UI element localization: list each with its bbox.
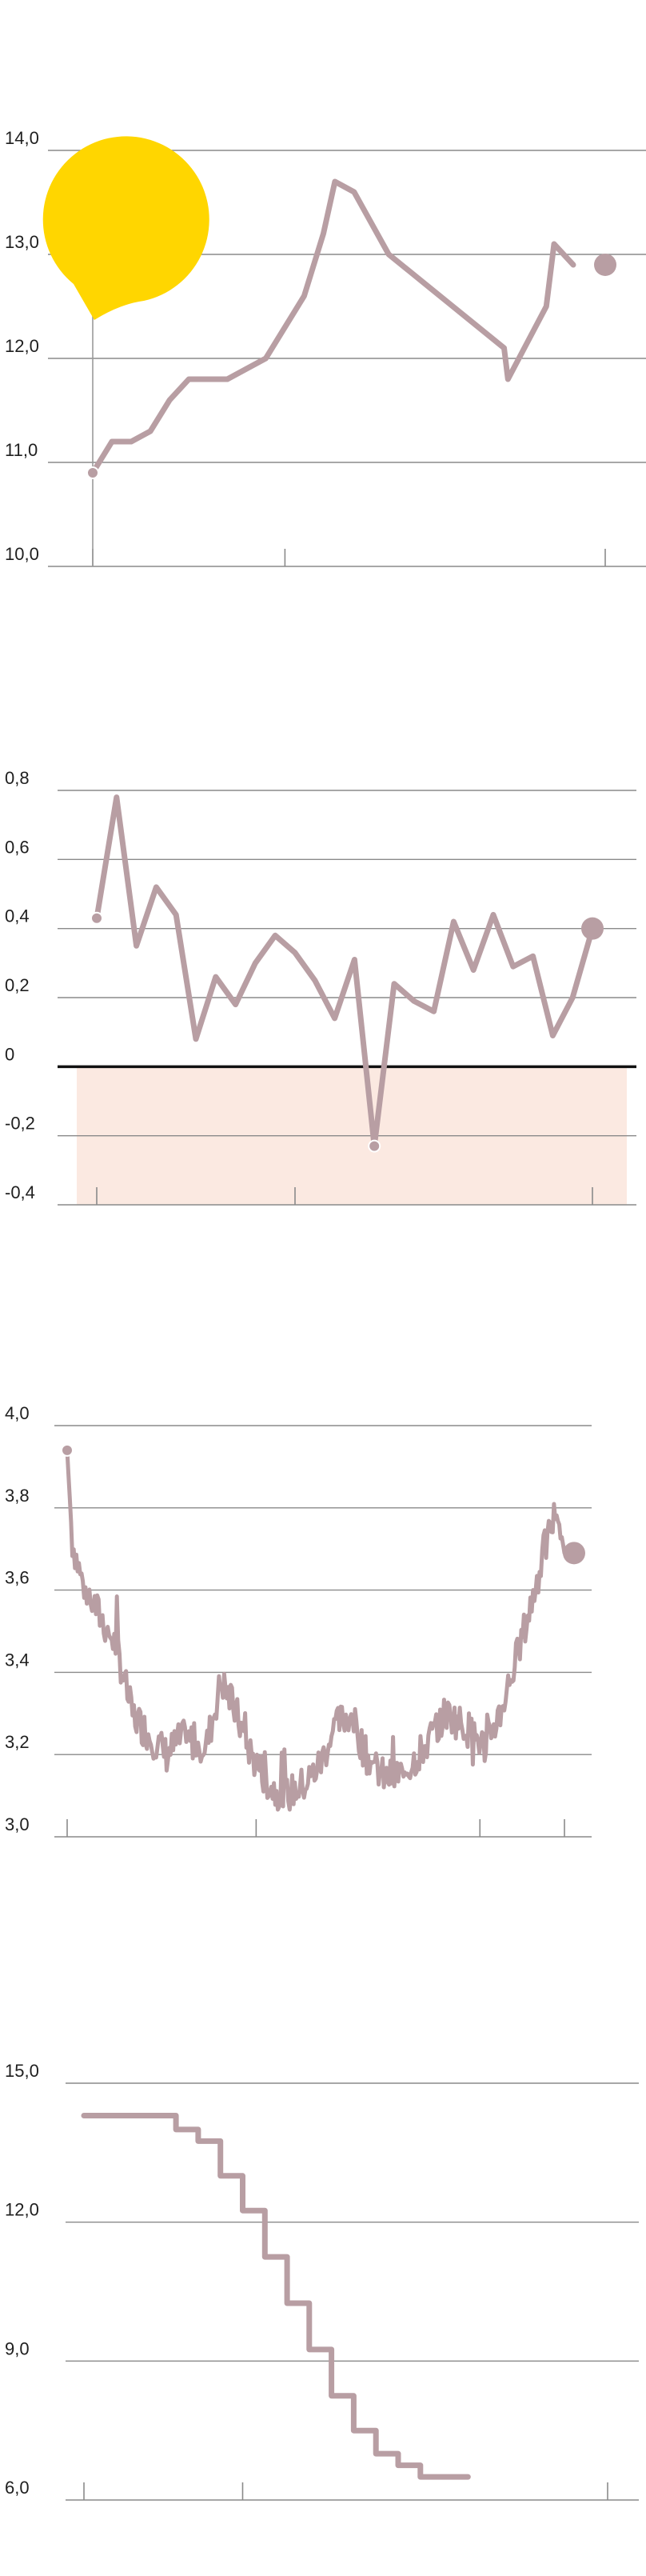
y-tick-label: 0,6	[5, 837, 30, 857]
y-tick-label: 14,0	[5, 128, 39, 148]
y-tick-label: 15,0	[5, 2061, 39, 2081]
y-tick-label: 3,2	[5, 1732, 30, 1752]
min-point	[368, 1139, 381, 1153]
y-tick-label: 11,0	[5, 440, 38, 460]
y-tick-label: 3,8	[5, 1486, 30, 1506]
y-tick-label: 3,0	[5, 1814, 30, 1834]
y-tick-label: 0,2	[5, 975, 30, 995]
end-point	[581, 917, 604, 940]
chart-4: 6,0 9,0 12,0 15,0	[5, 2061, 639, 2501]
series-line	[94, 794, 596, 1150]
y-tick-label: 12,0	[5, 2200, 39, 2220]
start-point	[61, 1443, 74, 1457]
chart-2: -0,4 -0,2 0 0,2 0,4 0,6 0,8	[5, 768, 636, 1206]
y-tick-label: 3,6	[5, 1568, 30, 1588]
y-tick-label: 0	[5, 1044, 14, 1064]
start-point	[90, 911, 103, 925]
start-point	[86, 466, 99, 479]
chart-1: 10,0 11,0 12,0 13,0 14,0	[5, 128, 646, 567]
y-tick-label: -0,4	[5, 1182, 35, 1202]
y-tick-label: 12,0	[5, 336, 39, 356]
y-tick-label: 10,0	[5, 544, 39, 564]
y-tick-label: 9,0	[5, 2338, 30, 2358]
series-line	[65, 1448, 567, 1812]
end-point	[563, 1542, 585, 1565]
series-line	[81, 2113, 471, 2480]
y-tick-label: 0,4	[5, 906, 30, 926]
y-tick-label: 0,8	[5, 768, 30, 788]
y-tick-label: 6,0	[5, 2478, 30, 2498]
y-tick-label: -0,2	[5, 1114, 35, 1134]
series-line	[90, 178, 576, 476]
chart-3: 3,0 3,2 3,4 3,6 3,8 4,0	[5, 1403, 592, 1838]
y-tick-label: 4,0	[5, 1403, 30, 1423]
y-tick-label: 13,0	[5, 232, 39, 252]
y-tick-label: 3,4	[5, 1650, 30, 1670]
end-point	[594, 254, 616, 276]
callout-bubble	[42, 136, 209, 320]
